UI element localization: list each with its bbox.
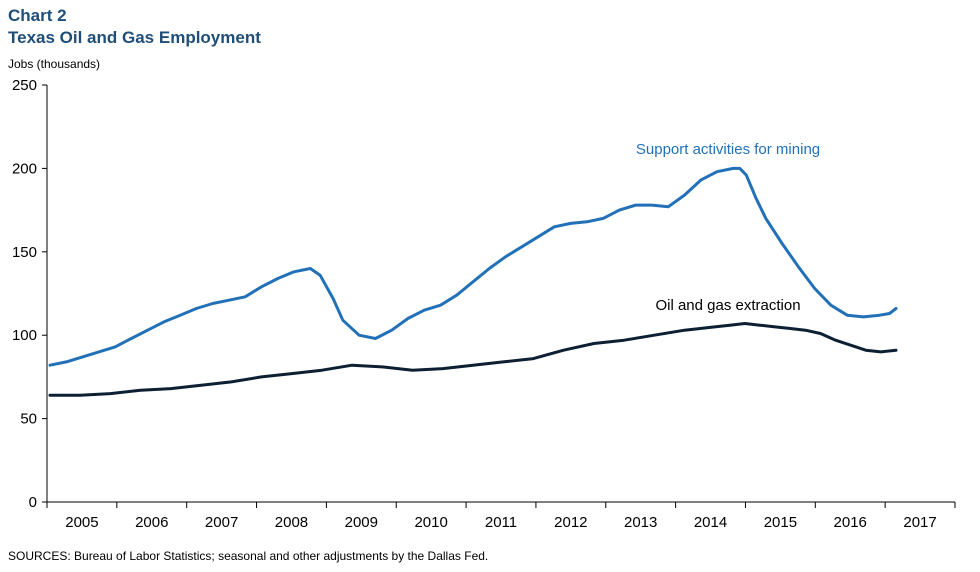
y-tick-label: 250 [12,77,37,94]
x-tick-label: 2014 [694,514,727,531]
x-tick-label: 2008 [275,514,308,531]
series-line-oil-gas-extraction [48,322,898,397]
series-line-support-activities [48,166,898,367]
x-tick-label: 2013 [624,514,657,531]
x-tick-label: 2006 [135,514,168,531]
series-label-support-activities: Support activities for mining [636,141,820,158]
chart-number: Chart 2 [8,6,67,25]
source-note: SOURCES: Bureau of Labor Statistics; sea… [8,549,489,563]
x-tick-label: 2011 [485,514,517,531]
x-tick-label: 2009 [345,514,378,531]
y-tick-label: 50 [20,411,37,428]
y-tick-label: 150 [12,244,37,261]
x-tick-label: 2012 [554,514,587,531]
x-tick-label: 2015 [764,514,797,531]
y-tick-label: 0 [29,494,37,511]
x-tick-label: 2016 [834,514,867,531]
series-label-oil-gas-extraction: Oil and gas extraction [655,297,800,314]
x-tick-label: 2017 [903,514,936,531]
y-tick-label: 200 [12,160,37,177]
chart-title: Texas Oil and Gas Employment [8,28,261,47]
y-axis-label: Jobs (thousands) [8,57,101,71]
x-tick-label: 2005 [65,514,98,531]
x-tick-label: 2010 [414,514,447,531]
x-tick-label: 2007 [205,514,238,531]
y-tick-label: 100 [12,327,37,344]
